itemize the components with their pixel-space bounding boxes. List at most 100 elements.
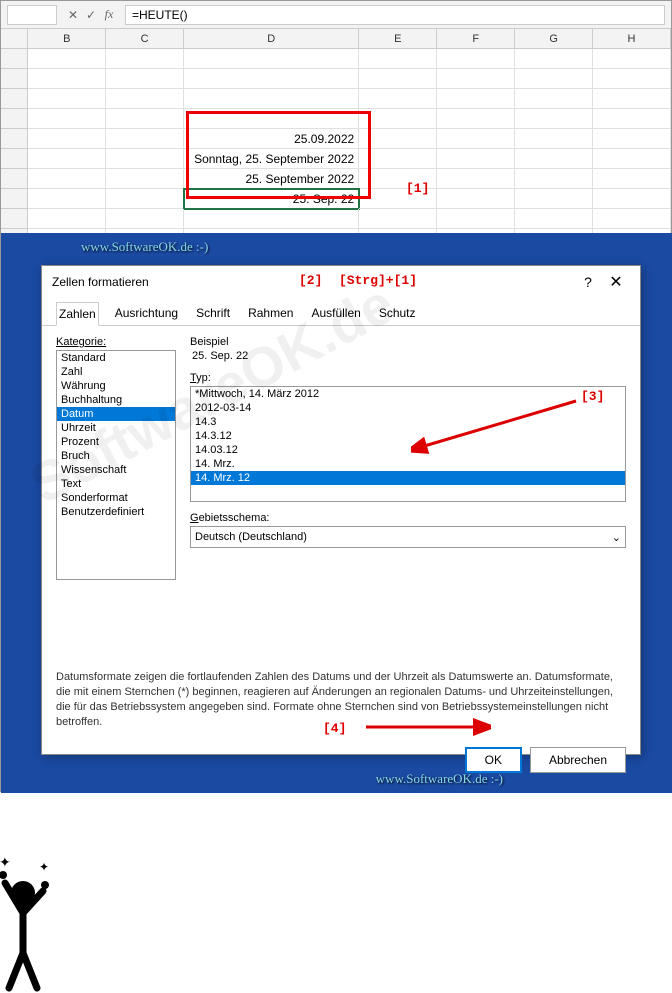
name-box[interactable]	[7, 5, 57, 25]
category-item[interactable]: Sonderformat	[57, 491, 175, 505]
type-item[interactable]: 14. Mrz.	[191, 457, 625, 471]
row-header[interactable]	[1, 69, 28, 89]
cell[interactable]	[359, 69, 437, 89]
cell[interactable]: 25. September 2022	[184, 169, 359, 189]
category-item[interactable]: Wissenschaft	[57, 463, 175, 477]
locale-select[interactable]: Deutsch (Deutschland) ⌄	[190, 526, 626, 548]
close-button[interactable]: ✕	[602, 272, 630, 292]
cell[interactable]	[359, 209, 437, 229]
help-button[interactable]: ?	[574, 274, 602, 290]
cell[interactable]	[437, 89, 515, 109]
cancel-icon[interactable]: ✕	[65, 7, 81, 23]
tab-border[interactable]: Rahmen	[246, 302, 295, 325]
cell[interactable]	[437, 49, 515, 69]
col-header[interactable]: D	[184, 29, 359, 48]
col-header[interactable]: B	[28, 29, 106, 48]
cell[interactable]	[437, 149, 515, 169]
cell[interactable]	[106, 69, 184, 89]
row-header[interactable]	[1, 169, 28, 189]
cell[interactable]	[593, 69, 671, 89]
cell[interactable]	[28, 209, 106, 229]
cell[interactable]	[437, 129, 515, 149]
select-all-corner[interactable]	[1, 29, 28, 48]
cell[interactable]	[28, 189, 106, 209]
category-item[interactable]: Standard	[57, 351, 175, 365]
cell[interactable]	[437, 109, 515, 129]
cell[interactable]	[106, 89, 184, 109]
cell[interactable]: 25. Sep. 22	[184, 189, 359, 209]
cell[interactable]	[28, 69, 106, 89]
cell[interactable]	[106, 49, 184, 69]
cell[interactable]	[515, 169, 593, 189]
col-header[interactable]: F	[437, 29, 515, 48]
cell[interactable]	[106, 109, 184, 129]
category-item[interactable]: Bruch	[57, 449, 175, 463]
cell[interactable]	[184, 89, 359, 109]
row-header[interactable]	[1, 129, 28, 149]
col-header[interactable]: G	[515, 29, 593, 48]
cell[interactable]	[437, 69, 515, 89]
cell[interactable]	[106, 189, 184, 209]
cell[interactable]	[28, 169, 106, 189]
category-item[interactable]: Uhrzeit	[57, 421, 175, 435]
type-item[interactable]: 14. Mrz. 12	[191, 471, 625, 485]
category-item[interactable]: Datum	[57, 407, 175, 421]
row-header[interactable]	[1, 189, 28, 209]
cell[interactable]	[593, 149, 671, 169]
cell[interactable]	[515, 49, 593, 69]
cell[interactable]: 25.09.2022	[184, 129, 359, 149]
cell[interactable]	[106, 149, 184, 169]
category-item[interactable]: Zahl	[57, 365, 175, 379]
tab-font[interactable]: Schrift	[194, 302, 232, 325]
cell[interactable]	[106, 169, 184, 189]
tab-alignment[interactable]: Ausrichtung	[113, 302, 180, 325]
cell[interactable]	[515, 109, 593, 129]
cell[interactable]	[515, 149, 593, 169]
cancel-button[interactable]: Abbrechen	[530, 747, 626, 773]
cell[interactable]	[106, 129, 184, 149]
cell[interactable]	[359, 109, 437, 129]
cell[interactable]	[437, 189, 515, 209]
fx-icon[interactable]: fx	[101, 7, 117, 23]
cell[interactable]	[515, 89, 593, 109]
category-item[interactable]: Buchhaltung	[57, 393, 175, 407]
cell[interactable]	[359, 89, 437, 109]
cell[interactable]	[437, 169, 515, 189]
cell[interactable]	[184, 109, 359, 129]
category-item[interactable]: Währung	[57, 379, 175, 393]
col-header[interactable]: E	[359, 29, 437, 48]
cell[interactable]	[515, 189, 593, 209]
cell[interactable]	[184, 209, 359, 229]
cell[interactable]	[359, 49, 437, 69]
cell[interactable]	[593, 169, 671, 189]
cell[interactable]	[593, 49, 671, 69]
cell[interactable]	[28, 149, 106, 169]
category-list[interactable]: StandardZahlWährungBuchhaltungDatumUhrze…	[56, 350, 176, 580]
cell[interactable]	[593, 209, 671, 229]
cell[interactable]	[593, 89, 671, 109]
row-header[interactable]	[1, 49, 28, 69]
tab-protection[interactable]: Schutz	[377, 302, 418, 325]
col-header[interactable]: C	[106, 29, 184, 48]
accept-icon[interactable]: ✓	[83, 7, 99, 23]
cell[interactable]	[359, 129, 437, 149]
cell[interactable]	[515, 129, 593, 149]
cell[interactable]: Sonntag, 25. September 2022	[184, 149, 359, 169]
cell[interactable]	[593, 109, 671, 129]
cell[interactable]	[359, 149, 437, 169]
tab-numbers[interactable]: Zahlen	[56, 302, 99, 326]
col-header[interactable]: H	[593, 29, 671, 48]
row-header[interactable]	[1, 149, 28, 169]
row-header[interactable]	[1, 109, 28, 129]
cell[interactable]	[28, 49, 106, 69]
category-item[interactable]: Benutzerdefiniert	[57, 505, 175, 519]
row-header[interactable]	[1, 209, 28, 229]
cell[interactable]	[106, 209, 184, 229]
cell[interactable]	[28, 89, 106, 109]
cell[interactable]	[437, 209, 515, 229]
tab-fill[interactable]: Ausfüllen	[309, 302, 362, 325]
cell[interactable]	[28, 129, 106, 149]
row-header[interactable]	[1, 89, 28, 109]
ok-button[interactable]: OK	[465, 747, 522, 773]
cell[interactable]	[184, 49, 359, 69]
